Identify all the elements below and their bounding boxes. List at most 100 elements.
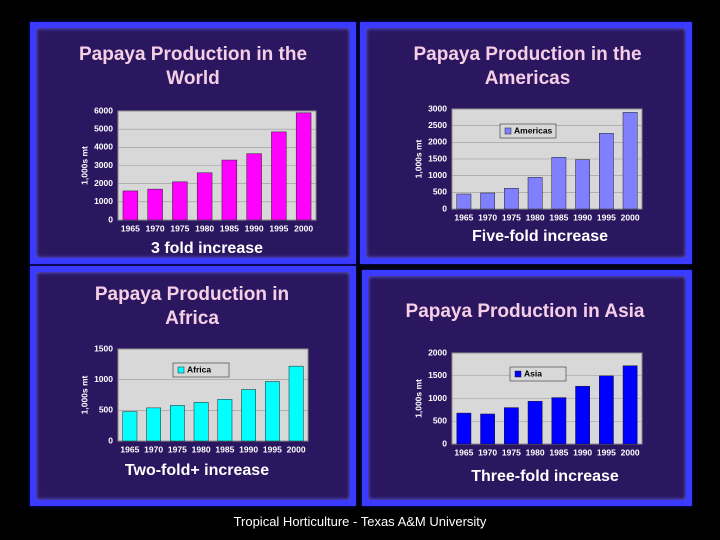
x-tick-label: 1985 [549, 447, 568, 457]
y-tick-label: 0 [442, 203, 447, 213]
x-tick-label: 1995 [269, 223, 288, 233]
y-tick-label: 3000 [94, 160, 113, 170]
legend-label: Africa [187, 364, 211, 374]
bar [599, 133, 614, 210]
y-tick-label: 2000 [428, 137, 447, 147]
x-tick-label: 1970 [478, 212, 497, 222]
y-tick-label: 1500 [428, 370, 447, 380]
y-tick-label: 0 [108, 214, 113, 224]
x-tick-label: 1975 [170, 223, 189, 233]
bar [504, 407, 519, 445]
bar [122, 411, 138, 442]
bar [575, 385, 590, 445]
x-tick-label: 1965 [454, 212, 473, 222]
bar [288, 365, 304, 442]
legend-swatch [177, 366, 185, 374]
y-axis-label: 1,000s mt [79, 375, 89, 414]
y-axis-label: 1,000s mt [413, 139, 423, 178]
chart-title: Papaya Production in the World [78, 44, 308, 89]
bar [599, 375, 614, 445]
y-tick-label: 1000 [428, 170, 447, 180]
x-tick-label: 1970 [478, 447, 497, 457]
y-tick-label: 1000 [428, 393, 447, 403]
bar [622, 112, 638, 210]
x-tick-label: 2000 [621, 447, 640, 457]
bar [295, 112, 312, 221]
legend-box [499, 123, 557, 139]
y-tick-label: 2000 [94, 178, 113, 188]
legend-label: Americas [514, 125, 553, 135]
x-tick-label: 1965 [120, 444, 139, 454]
bar [193, 402, 209, 442]
annotation: Two-fold+ increase [124, 462, 270, 479]
y-tick-label: 0 [108, 435, 113, 445]
chart-title: Papaya Production in Africa [94, 284, 290, 329]
bar [172, 181, 188, 221]
y-tick-label: 1500 [428, 153, 447, 163]
bar [217, 399, 233, 442]
y-tick-label: 500 [433, 187, 447, 197]
legend-swatch [504, 127, 512, 135]
annotation: Three-fold increase [471, 468, 619, 485]
bar [575, 159, 590, 210]
y-axis-label: 1,000s mt [413, 379, 423, 418]
bar [456, 193, 472, 210]
x-tick-label: 1995 [263, 444, 282, 454]
legend-label: Asia [524, 368, 542, 378]
bar [271, 131, 287, 221]
bar [147, 188, 163, 221]
chart-title: Papaya Production in the Americas [413, 44, 642, 89]
annotation: Five-fold increase [471, 228, 609, 245]
x-tick-label: 1965 [121, 223, 140, 233]
x-tick-label: 1995 [597, 447, 616, 457]
bar [122, 190, 139, 221]
bar [241, 389, 256, 442]
footer: Tropical Horticulture - Texas A&M Univer… [233, 514, 487, 529]
bar [480, 413, 495, 445]
legend-box [172, 362, 230, 378]
x-tick-label: 2000 [294, 223, 313, 233]
x-tick-label: 1970 [144, 444, 163, 454]
bar [221, 159, 238, 221]
y-tick-label: 0 [442, 438, 447, 448]
y-tick-label: 1000 [94, 196, 113, 206]
y-tick-label: 6000 [94, 105, 113, 115]
x-tick-label: 1990 [573, 447, 592, 457]
y-tick-label: 1500 [94, 343, 113, 353]
bar [265, 381, 280, 442]
x-tick-label: 1980 [526, 447, 545, 457]
x-tick-label: 1975 [502, 212, 521, 222]
chart-title: Papaya Production in Asia [405, 301, 645, 322]
y-tick-label: 2000 [428, 347, 447, 357]
x-tick-label: 1980 [192, 444, 211, 454]
legend-box [509, 366, 567, 382]
x-tick-label: 1985 [549, 212, 568, 222]
bar [170, 405, 185, 442]
x-tick-label: 1970 [146, 223, 165, 233]
y-tick-label: 3000 [428, 103, 447, 113]
x-tick-label: 1995 [597, 212, 616, 222]
x-tick-label: 1990 [573, 212, 592, 222]
x-tick-label: 2000 [287, 444, 306, 454]
y-axis-label: 1,000s mt [79, 146, 89, 185]
y-tick-label: 5000 [94, 123, 113, 133]
legend-swatch [514, 370, 522, 378]
x-tick-label: 1990 [239, 444, 258, 454]
x-tick-label: 1975 [502, 447, 521, 457]
x-tick-label: 1980 [195, 223, 214, 233]
bar [196, 172, 213, 221]
bar [527, 177, 543, 210]
y-tick-label: 1000 [94, 374, 113, 384]
bar [504, 188, 519, 210]
bar [551, 157, 567, 210]
bar [456, 412, 472, 445]
x-tick-label: 1985 [220, 223, 239, 233]
y-tick-label: 2500 [428, 120, 447, 130]
y-tick-label: 500 [99, 405, 113, 415]
bar [551, 397, 567, 445]
x-tick-label: 1980 [526, 212, 545, 222]
y-tick-label: 4000 [94, 142, 113, 152]
bar [246, 153, 262, 221]
